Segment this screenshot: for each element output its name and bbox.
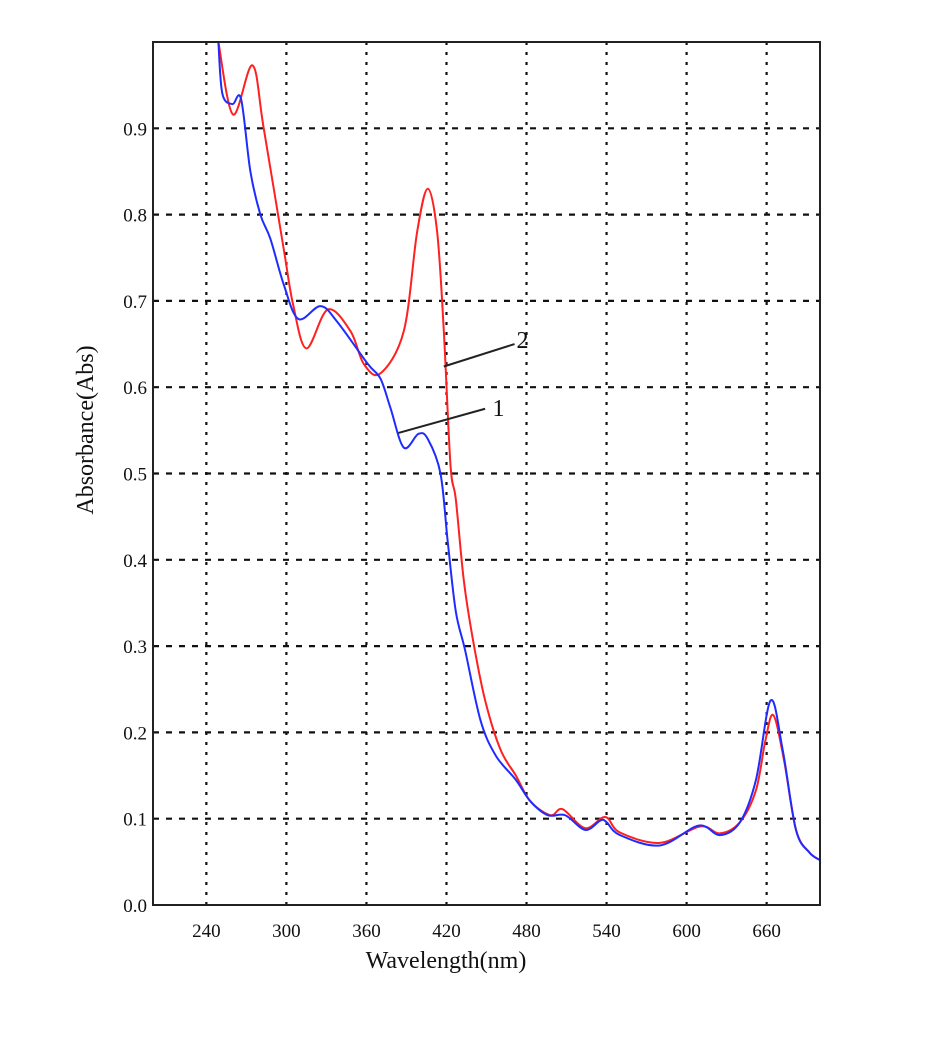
grid [153, 42, 820, 905]
y-tick-label: 0.2 [123, 723, 147, 744]
tick-labels: 240 300 360 420 480 540 600 660 0.0 0.1 0.2 0.3 0.4 0… [123, 119, 781, 942]
plot-frame [152, 41, 821, 906]
x-tick-label: 660 [752, 921, 781, 942]
y-tick-label: 0.9 [123, 119, 147, 140]
x-axis-label: Wavelength(nm) [366, 948, 527, 974]
x-tick-label: 240 [192, 921, 221, 942]
y-tick-label: 0.7 [123, 292, 147, 313]
y-tick-label: 0.3 [123, 637, 147, 658]
x-tick-label: 540 [592, 921, 621, 942]
y-tick-label: 0.0 [123, 896, 147, 917]
y-axis-label: Absorbance(Abs) [73, 345, 99, 514]
y-tick-label: 0.1 [123, 810, 147, 831]
y-tick-label: 0.5 [123, 465, 147, 486]
annotation-label-2: 2 [517, 328, 529, 354]
series-layer [217, 41, 821, 861]
x-tick-label: 360 [352, 921, 381, 942]
series-line-1 [217, 41, 821, 861]
series-line-2 [217, 41, 821, 861]
y-tick-label: 0.8 [123, 206, 147, 227]
x-tick-label: 600 [672, 921, 701, 942]
annotation-label-1: 1 [493, 396, 505, 422]
x-tick-label: 480 [512, 921, 541, 942]
annotations: 12 [398, 328, 529, 434]
annotation-leader-1 [398, 407, 486, 434]
y-tick-label: 0.6 [123, 378, 147, 399]
y-tick-label: 0.4 [123, 551, 147, 572]
annotation-leader-2 [443, 343, 515, 368]
x-tick-label: 300 [272, 921, 301, 942]
x-tick-label: 420 [432, 921, 461, 942]
